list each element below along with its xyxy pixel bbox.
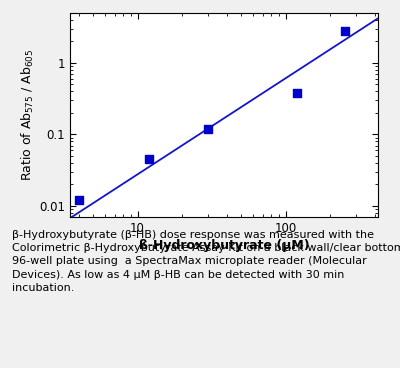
Y-axis label: Ratio of Ab$_{575}$ / Ab$_{605}$: Ratio of Ab$_{575}$ / Ab$_{605}$ — [20, 49, 36, 181]
Point — [75, 197, 82, 203]
Point — [146, 156, 152, 162]
Text: β-Hydroxybutyrate (β-HB) dose response was measured with the
Colorimetric β-Hydr: β-Hydroxybutyrate (β-HB) dose response w… — [12, 230, 400, 293]
X-axis label: ß-Hydroxybutyrate (μM): ß-Hydroxybutyrate (μM) — [139, 239, 309, 252]
Point — [205, 126, 212, 132]
Point — [294, 90, 301, 96]
Point — [342, 28, 348, 34]
